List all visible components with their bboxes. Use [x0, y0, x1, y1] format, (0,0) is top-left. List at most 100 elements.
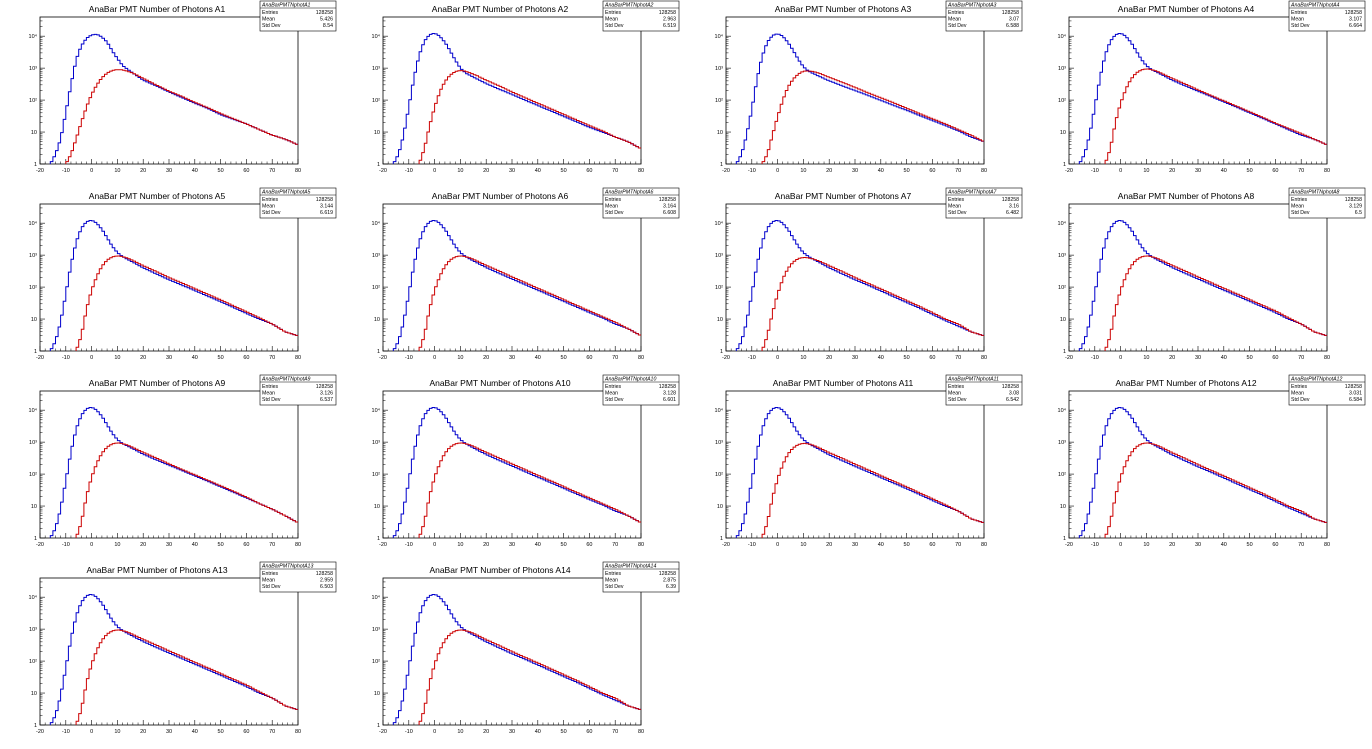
y-tick-label: 10⁴	[372, 220, 381, 227]
stats-value: 2.963	[663, 17, 676, 23]
stats-label: Mean	[605, 17, 618, 23]
y-tick-label: 1	[1063, 536, 1066, 542]
y-tick-label: 10³	[372, 253, 380, 259]
stats-label: Std Dev	[262, 584, 281, 590]
stats-box-name: AnaBarPMTNphotA11	[947, 377, 999, 383]
y-tick-label: 10	[717, 504, 723, 510]
y-tick-label: 1	[1063, 162, 1066, 168]
x-tick-label: 30	[166, 542, 172, 548]
x-tick-label: 0	[90, 355, 93, 361]
stats-label: Mean	[605, 391, 618, 397]
x-tick-label: -10	[748, 168, 756, 174]
y-tick-label: 10	[374, 130, 380, 136]
histogram-series-blue	[49, 407, 298, 538]
stats-box-frame	[259, 374, 337, 406]
histogram-panel-14: AnaBar PMT Number of Photons A14 -20 -10 0 1…	[372, 561, 680, 735]
stats-value: 128258	[316, 197, 333, 203]
x-tick-label: 20	[483, 355, 489, 361]
x-tick-label: 40	[878, 168, 884, 174]
y-tick-label: 10	[31, 317, 37, 323]
y-tick-label: 10	[717, 130, 723, 136]
y-tick-label: 10	[31, 130, 37, 136]
histogram-series-red	[761, 442, 984, 538]
x-tick-label: 10	[1143, 542, 1149, 548]
y-tick-label: 1	[377, 536, 380, 542]
stats-value: 128258	[316, 10, 333, 16]
stats-value: 3.107	[1349, 17, 1362, 23]
x-tick-label: 0	[433, 542, 436, 548]
stats-value: 3.08	[1009, 391, 1019, 397]
x-tick-label: 0	[433, 355, 436, 361]
histogram-panel-2: AnaBar PMT Number of Photons A2 -20 -10 0 10…	[372, 0, 680, 174]
histogram-series-red	[418, 629, 641, 725]
stats-value: 128258	[1002, 197, 1019, 203]
x-tick-label: 60	[1272, 542, 1278, 548]
x-tick-label: 40	[192, 542, 198, 548]
stats-label: Std Dev	[605, 584, 624, 590]
y-tick-label: 1	[720, 536, 723, 542]
stats-label: Mean	[605, 578, 618, 584]
x-tick-label: 50	[561, 355, 567, 361]
y-tick-label: 10³	[29, 627, 37, 633]
y-tick-label: 10³	[29, 253, 37, 259]
histogram-series-red	[418, 442, 641, 538]
stats-box-name: AnaBarPMTNphotA13	[261, 564, 313, 570]
x-tick-label: 50	[1247, 168, 1253, 174]
y-tick-label: 10⁴	[1058, 407, 1067, 414]
x-tick-label: 60	[586, 355, 592, 361]
x-tick-label: 80	[1324, 168, 1330, 174]
x-tick-label: 50	[218, 168, 224, 174]
y-tick-label: 10²	[29, 285, 37, 291]
x-tick-label: -20	[1065, 542, 1073, 548]
y-tick-label: 10³	[715, 66, 723, 72]
y-tick-label: 1	[377, 349, 380, 355]
chart-title: AnaBar PMT Number of Photons A12	[1115, 378, 1256, 388]
histogram-panel-12: AnaBar PMT Number of Photons A12 -20 -10 0 1…	[1058, 374, 1366, 548]
stats-box-frame	[1288, 187, 1366, 219]
stats-value: 128258	[659, 384, 676, 390]
stats-value: 2.875	[663, 578, 676, 584]
y-tick-label: 10²	[372, 285, 380, 291]
stats-value: 6.608	[663, 210, 676, 216]
histogram-series-red	[1104, 442, 1327, 538]
stats-box-frame	[1288, 0, 1366, 32]
stats-label: Std Dev	[948, 23, 967, 29]
x-tick-label: 20	[826, 542, 832, 548]
x-tick-label: 70	[955, 542, 961, 548]
x-tick-label: 40	[878, 355, 884, 361]
stats-label: Std Dev	[262, 397, 281, 403]
histogram-series-red	[75, 629, 298, 725]
histogram-panel-4: AnaBar PMT Number of Photons A4 -20 -10 0 10…	[1058, 0, 1366, 174]
stats-box-name: AnaBarPMTNphotA3	[947, 3, 997, 9]
x-tick-label: 0	[90, 168, 93, 174]
histogram-panel-3: AnaBar PMT Number of Photons A3 -20 -10 0 10…	[715, 0, 1023, 174]
stats-box-frame	[259, 0, 337, 32]
x-tick-label: -10	[748, 355, 756, 361]
x-tick-label: 20	[1169, 355, 1175, 361]
x-tick-label: 60	[929, 542, 935, 548]
y-tick-label: 10²	[372, 472, 380, 478]
x-tick-label: 70	[612, 355, 618, 361]
x-tick-label: 0	[776, 542, 779, 548]
chart-title: AnaBar PMT Number of Photons A1	[89, 4, 226, 14]
stats-value: 128258	[316, 571, 333, 577]
chart-title: AnaBar PMT Number of Photons A7	[775, 191, 912, 201]
x-tick-label: 50	[904, 355, 910, 361]
y-tick-label: 10²	[372, 659, 380, 665]
x-tick-label: -20	[36, 542, 44, 548]
stats-box-frame	[602, 561, 680, 593]
stats-value: 6.664	[1349, 23, 1362, 29]
x-tick-label: 10	[457, 542, 463, 548]
histogram-series-red	[761, 70, 984, 164]
histogram-series-blue	[1078, 220, 1327, 351]
y-tick-label: 10	[374, 504, 380, 510]
